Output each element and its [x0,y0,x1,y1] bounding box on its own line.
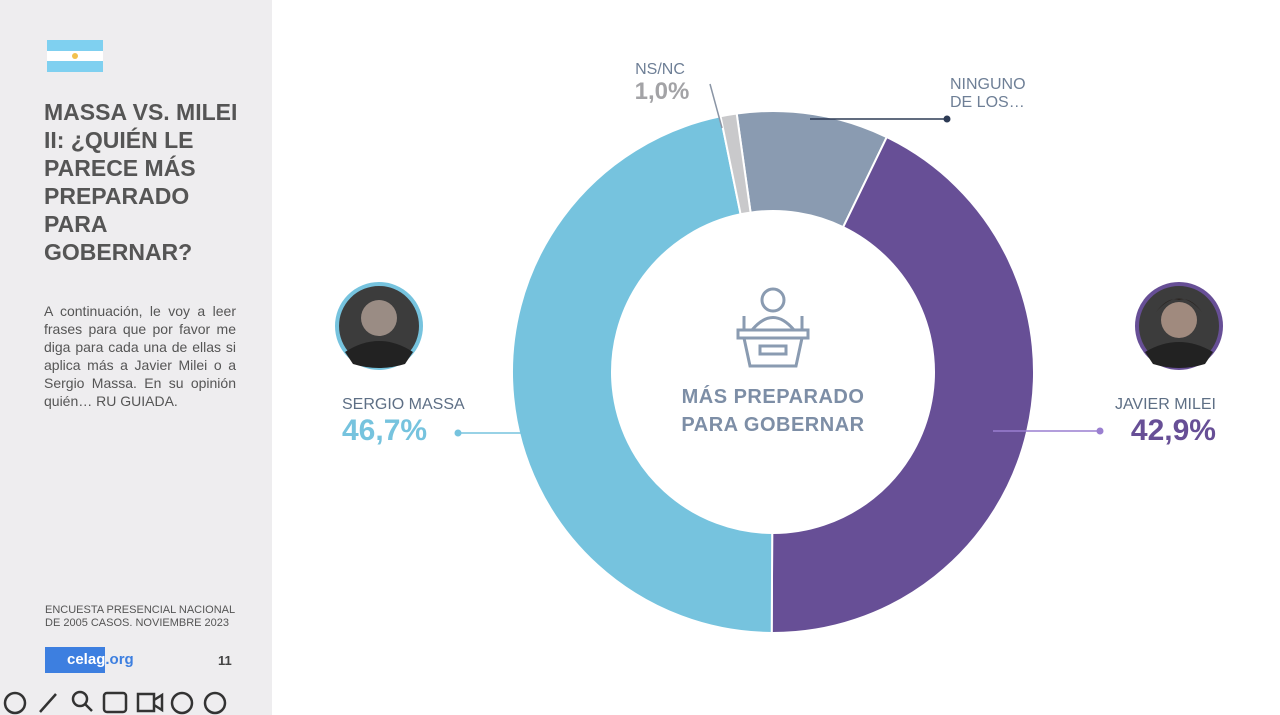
donut-slice [719,112,752,216]
category-label: NS/NC [635,61,685,78]
logo: celag .org [45,647,134,673]
flag [47,40,103,72]
source-note: ENCUESTA PRESENCIAL NACIONAL DE 2005 CAS… [45,604,235,629]
logo-domain: .org [105,651,134,668]
side-panel [0,0,272,715]
category-label: JAVIER MILEI [1114,396,1216,413]
donut-slice [770,135,1035,634]
page-number: 11 [218,653,232,668]
category-label: NINGUNO DE LOS… [950,76,1026,111]
category-label: SERGIO MASSA [342,396,465,413]
leader-dot [1096,427,1104,435]
value-label: 46,7% [342,414,428,447]
leader-line [709,83,723,129]
leader-dot [454,429,462,437]
podium-icon [736,287,810,368]
photo-massa [335,282,423,370]
photo-milei [1135,282,1223,370]
donut-slice [511,115,774,635]
center-label: MÁS PREPARADO PARA GOBERNAR [681,386,865,436]
toolbar[interactable] [3,690,227,715]
leader-dot [943,115,951,123]
value-label: 42,9% [1130,414,1216,447]
slide-title: MASSA VS. MILEI II: ¿QUIÉN LE PARECE MÁS… [44,99,238,265]
logo-name: celag [45,647,106,673]
value-label: 1,0% [634,78,690,105]
description: A continuación, le voy a leer frases par… [44,303,236,409]
